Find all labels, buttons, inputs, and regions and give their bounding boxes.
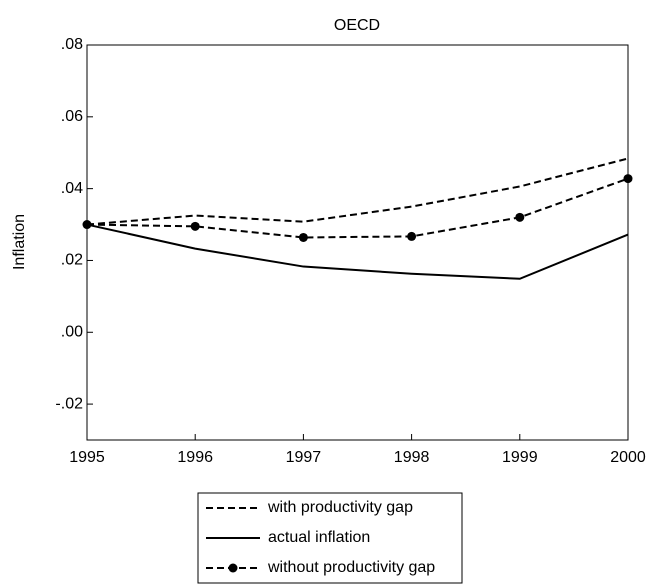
x-tick-label: 1999 [502, 449, 538, 466]
plot-frame [86, 44, 629, 441]
y-tick-label: .02 [61, 252, 83, 269]
x-tick-label: 1996 [177, 449, 213, 466]
chart-title: OECD [334, 17, 380, 34]
series-marker [623, 174, 633, 184]
series-marker [298, 232, 308, 242]
series-line [86, 157, 629, 226]
x-tick-label: 1997 [286, 449, 322, 466]
y-tick-label: .04 [61, 180, 83, 197]
legend-label: without productivity gap [267, 559, 435, 576]
series-line [86, 177, 629, 239]
series-marker [190, 221, 200, 231]
legend-label: actual inflation [268, 529, 370, 546]
legend-label: with productivity gap [267, 499, 413, 516]
x-tick-label: 1998 [394, 449, 430, 466]
y-tick-label: -.02 [55, 395, 83, 412]
x-tick-label: 2000 [610, 449, 646, 466]
series-marker [515, 212, 525, 222]
legend-marker [228, 563, 238, 573]
series-marker [82, 220, 92, 230]
x-tick-label: 1995 [69, 449, 105, 466]
series-line [86, 223, 629, 280]
y-tick-label: .00 [61, 323, 83, 340]
series-marker [407, 231, 417, 241]
y-tick-label: .06 [61, 108, 83, 125]
y-tick-label: .08 [61, 36, 83, 53]
y-axis-label: Inflation [11, 214, 28, 270]
